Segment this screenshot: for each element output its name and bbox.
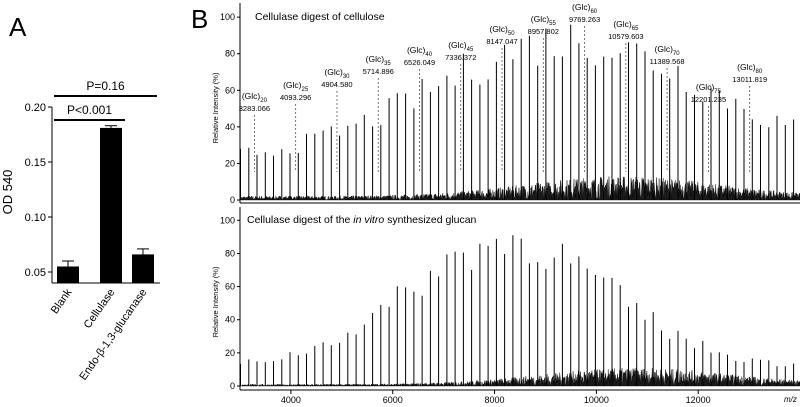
peak-label-glc: (Glc)55: [531, 14, 557, 27]
y-tick-label: 0: [230, 381, 235, 391]
bar: [132, 254, 154, 283]
x-tick-label: Cellulase: [82, 287, 118, 331]
peak-label-mz: 6526.049: [404, 58, 435, 67]
peak-label-mz: 13011.819: [732, 75, 767, 84]
y-tick-label: 40: [225, 122, 235, 132]
peak-label-mz: 4904.580: [321, 80, 352, 89]
x-tick-label: 4000: [281, 395, 301, 405]
spectrum-bottom-y-axis-label: Relative Intensity (%): [211, 266, 220, 337]
y-tick-label: 0.05: [25, 267, 46, 279]
panel-a-label: A: [9, 12, 27, 42]
spectrum-top-title: Cellulase digest of cellulose: [255, 11, 385, 23]
peak-label-mz: 8957.802: [528, 27, 559, 36]
peak-label-glc: (Glc)65: [613, 19, 639, 32]
panel-a-y-ticks: 0.05 0.10 0.15 0.20: [25, 102, 52, 279]
spectrum-top-trace: [239, 24, 800, 201]
peak-label-mz: 4093.296: [280, 93, 311, 102]
peak-label-glc: (Glc)25: [283, 80, 309, 93]
peak-label-glc: (Glc)20: [242, 91, 268, 104]
spectrum-bottom-y-ticks: 0 20 40 60 80 100: [220, 215, 240, 391]
y-tick-label: 0.20: [25, 102, 46, 114]
x-tick-label: Blank: [49, 286, 75, 316]
peak-label-glc: (Glc)45: [448, 40, 474, 53]
y-tick-label: 0: [230, 195, 235, 205]
y-tick-label: 100: [220, 12, 235, 22]
peak-label-glc: (Glc)35: [366, 54, 392, 67]
spectrum-x-ticks: 4000 6000 8000 10000 12000: [281, 390, 711, 405]
significance-label: P=0.16: [86, 79, 125, 93]
peak-label-mz: 11389.568: [650, 57, 685, 66]
peak-label-mz: 7336.372: [445, 53, 476, 62]
x-tick-label: Endo-β-1,3-glucanase: [77, 287, 149, 383]
bar: [100, 127, 122, 284]
peak-label-glc: (Glc)60: [572, 2, 598, 15]
y-tick-label: 20: [225, 348, 235, 358]
x-tick-label: 6000: [383, 395, 403, 405]
peak-label-mz: 8147.047: [486, 37, 517, 46]
baseline-noise: [239, 367, 800, 387]
spectrum-top-y-ticks: 0 20 40 60 80 100: [220, 12, 240, 205]
peak-label-mz: 5714.896: [363, 67, 394, 76]
peak-label-glc: (Glc)75: [696, 82, 722, 95]
y-tick-label: 80: [225, 248, 235, 258]
x-tick-label: 8000: [485, 395, 505, 405]
peak-label-mz: 10579.603: [608, 32, 643, 41]
peak-label-glc: (Glc)70: [655, 44, 681, 57]
panel-a: A OD 540 0.050.100.150.20 P<0.001P=0.16 …: [0, 12, 160, 383]
spectrum-x-axis-label: m/z: [784, 395, 797, 404]
spectrum-top: Relative Intensity (%) Cellulase digest …: [211, 2, 800, 205]
spectrum-bottom: Relative Intensity (%) Cellulase digest …: [211, 207, 800, 405]
panel-b: B Relative Intensity (%) Cellulase diges…: [191, 2, 800, 405]
significance-label: P<0.001: [67, 103, 112, 117]
y-tick-label: 0.10: [25, 212, 46, 224]
spectrum-top-y-axis-label: Relative Intensity (%): [211, 72, 220, 143]
y-tick-label: 40: [225, 315, 235, 325]
panel-a-y-axis-label: OD 540: [0, 170, 15, 215]
x-tick-label: 10000: [584, 395, 609, 405]
panel-a-bars: [57, 125, 154, 284]
y-tick-label: 60: [225, 85, 235, 95]
spectrum-bottom-trace: [239, 235, 800, 387]
peak-label-glc: (Glc)50: [489, 24, 515, 37]
panel-a-significance: P<0.001 P=0.16: [54, 79, 157, 121]
baseline-noise: [239, 176, 800, 201]
y-tick-label: 0.15: [25, 157, 46, 169]
peak-label-mz: 12201.235: [691, 95, 726, 104]
peak-label-glc: (Glc)80: [737, 62, 763, 75]
peak-label-glc: (Glc)40: [407, 45, 433, 58]
x-tick-label: 12000: [686, 395, 711, 405]
y-tick-label: 80: [225, 49, 235, 59]
y-tick-label: 60: [225, 282, 235, 292]
peak-label-mz: 3283.066: [239, 104, 270, 113]
bar: [57, 266, 79, 283]
y-tick-label: 100: [220, 215, 235, 225]
peak-label-mz: 9769.263: [569, 15, 600, 24]
spectrum-bottom-title: Cellulase digest of the in vitro synthes…: [247, 214, 477, 226]
peak-label-glc: (Glc)30: [324, 67, 350, 80]
panel-b-label: B: [191, 4, 208, 34]
y-tick-label: 20: [225, 158, 235, 168]
